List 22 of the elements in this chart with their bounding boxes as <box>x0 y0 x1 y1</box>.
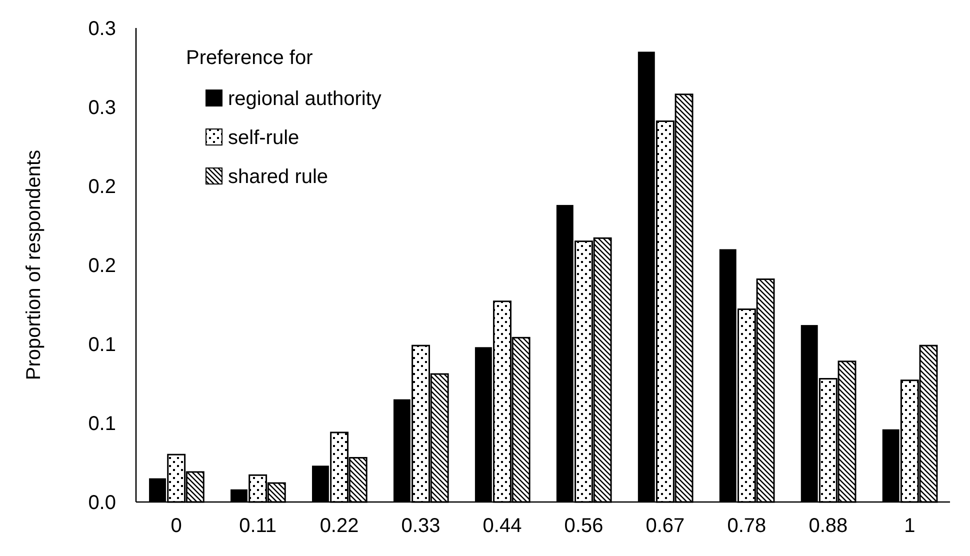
x-tick-label: 0.11 <box>239 515 277 537</box>
x-tick-label: 0.22 <box>320 515 359 537</box>
x-tick-label: 0.56 <box>564 515 604 537</box>
legend-title: Preference for <box>186 47 314 69</box>
x-tick-label: 0.88 <box>808 515 848 537</box>
x-tick-label: 0.67 <box>646 515 685 537</box>
y-tick-label: 0.1 <box>88 334 116 356</box>
y-tick-label: 0.1 <box>88 413 116 435</box>
legend-label: regional authority <box>228 88 382 110</box>
y-tick-label: 0.2 <box>88 255 116 277</box>
y-tick-label: 0.3 <box>88 97 116 119</box>
y-axis-title: Proportion of respondents <box>23 150 45 380</box>
y-tick-label: 0.0 <box>88 492 116 514</box>
legend-label: self-rule <box>228 127 300 149</box>
y-tick-label: 0.3 <box>88 18 116 40</box>
x-tick-label: 1 <box>904 515 916 537</box>
y-tick-label: 0.2 <box>88 176 116 198</box>
legend-label: shared rule <box>228 166 328 188</box>
x-tick-label: 0 <box>170 515 182 537</box>
x-tick-label: 0.44 <box>482 515 522 537</box>
x-tick-label: 0.78 <box>727 515 766 537</box>
x-tick-label: 0.33 <box>401 515 440 537</box>
